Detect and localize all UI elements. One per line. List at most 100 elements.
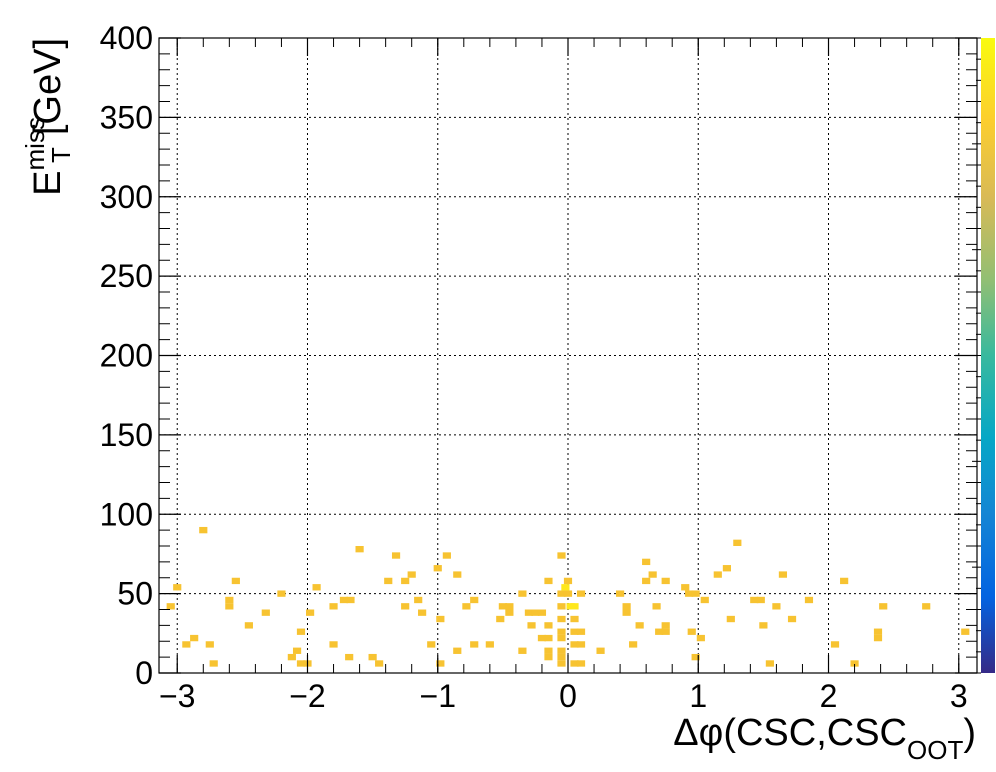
heatmap-cell	[765, 660, 774, 667]
heatmap-cell	[557, 660, 566, 667]
heatmap-cell	[713, 571, 722, 578]
heatmap-cell	[225, 603, 234, 610]
heatmap-cell	[563, 577, 573, 585]
heatmap-cell	[661, 577, 670, 585]
heatmap-cell	[652, 603, 661, 610]
heatmap-cell	[655, 628, 664, 635]
y-tick-label: 250	[100, 258, 153, 294]
heatmap-cell	[173, 584, 182, 591]
heatmap-cell	[696, 634, 705, 642]
heatmap-cell	[537, 634, 547, 642]
heatmap-cell	[287, 653, 296, 661]
y-tick-label: 350	[100, 99, 153, 135]
heatmap-cell	[642, 577, 651, 585]
heatmap-cell	[414, 596, 423, 604]
heatmap-cell	[544, 622, 553, 629]
heatmap-cell	[433, 565, 442, 572]
y-tick-labels: 0 50 100 150 200 250 300 350 400	[100, 20, 153, 691]
heatmap-cell	[470, 596, 479, 604]
heatmap-cell	[961, 628, 970, 635]
heatmap-cell	[570, 641, 579, 648]
heatmap-cell	[453, 571, 462, 578]
heatmap-cell	[850, 660, 859, 667]
heatmap-cell	[277, 590, 286, 597]
heatmap-cell	[557, 653, 566, 661]
heatmap-cell	[576, 590, 586, 597]
heatmap-cell	[557, 615, 566, 623]
heatmap-cell	[685, 590, 694, 597]
heatmap-cell	[756, 596, 765, 604]
heatmap-cell	[306, 609, 315, 616]
heatmap-cell	[329, 641, 338, 648]
heatmap-cell	[225, 596, 234, 604]
heatmap-cell	[496, 615, 505, 623]
heatmap-cell	[205, 641, 214, 648]
heatmap-cell	[407, 571, 416, 578]
heatmap-cell	[498, 603, 507, 610]
y-axis-title: EmissT[GeV]	[20, 38, 76, 196]
heatmap-cell	[691, 653, 700, 661]
heatmap-cell	[557, 590, 566, 597]
heatmap-cell	[518, 590, 527, 597]
x-tick-label: −1	[420, 678, 456, 714]
heatmap-cell	[681, 584, 690, 591]
x-tick-label: 3	[950, 678, 968, 714]
heatmap-cell	[563, 590, 573, 597]
heatmap-cell	[570, 660, 579, 667]
heatmap-cell	[661, 628, 670, 635]
heatmap-cell	[787, 615, 797, 623]
x-tick-label: −3	[159, 678, 195, 714]
color-bar-ticks	[972, 37, 981, 674]
x-tick-label: −2	[289, 678, 325, 714]
heatmap-cell	[635, 622, 644, 629]
heatmap-cell	[557, 552, 566, 559]
heatmap-cell	[527, 622, 536, 629]
x-axis-title: Δφ(CSC,CSCOOT)	[673, 712, 976, 765]
heatmap-cell	[182, 641, 191, 648]
heatmap-cell	[544, 577, 553, 585]
heatmap-cell	[726, 615, 735, 623]
y-tick-label: 200	[100, 338, 153, 374]
heatmap-cell	[166, 603, 175, 610]
heatmap-cell	[401, 603, 410, 610]
heatmap-cell	[576, 641, 586, 648]
heatmap-cell	[329, 603, 338, 610]
heatmap-cell	[544, 647, 553, 654]
heatmap-cell	[485, 641, 494, 648]
x-tick-label: 0	[559, 678, 577, 714]
heatmap-cell	[436, 615, 445, 623]
heatmap-cell	[442, 552, 451, 559]
x-tick-label: 1	[689, 678, 707, 714]
y-tick-label: 0	[135, 655, 153, 691]
color-bar	[981, 38, 995, 673]
heatmap-cell	[355, 546, 364, 553]
heatmap-cell	[778, 571, 788, 578]
heatmap-cell	[733, 539, 742, 546]
heatmap-cell	[557, 603, 566, 610]
heatmap-cell	[830, 641, 840, 648]
heatmap-cell	[462, 603, 471, 610]
heatmap-cell	[531, 609, 540, 616]
heatmap-cell	[687, 628, 696, 635]
heatmap-cell	[368, 653, 377, 661]
heatmap-cell	[292, 647, 302, 654]
heatmap-cell	[544, 634, 553, 642]
heatmap-cell	[570, 603, 579, 610]
heatmap-cell	[561, 584, 570, 591]
heatmap-cell	[199, 526, 208, 534]
heatmap-cell	[873, 634, 883, 642]
y-tick-label: 400	[100, 20, 153, 56]
heatmap-cell	[537, 609, 547, 616]
heatmap-cell	[296, 660, 306, 667]
heatmap-cell	[418, 609, 427, 616]
heatmap-cell	[576, 628, 586, 635]
heatmap-cell	[384, 577, 393, 585]
heatmap-cell	[339, 596, 349, 604]
heatmap-cell	[470, 641, 479, 648]
heatmap-cell	[505, 603, 514, 610]
heatmap-cell	[557, 647, 566, 654]
heatmap-cell	[345, 653, 354, 661]
heatmap-cell	[518, 647, 527, 654]
y-tick-label: 100	[100, 496, 153, 532]
x-tick-label: 2	[820, 678, 838, 714]
